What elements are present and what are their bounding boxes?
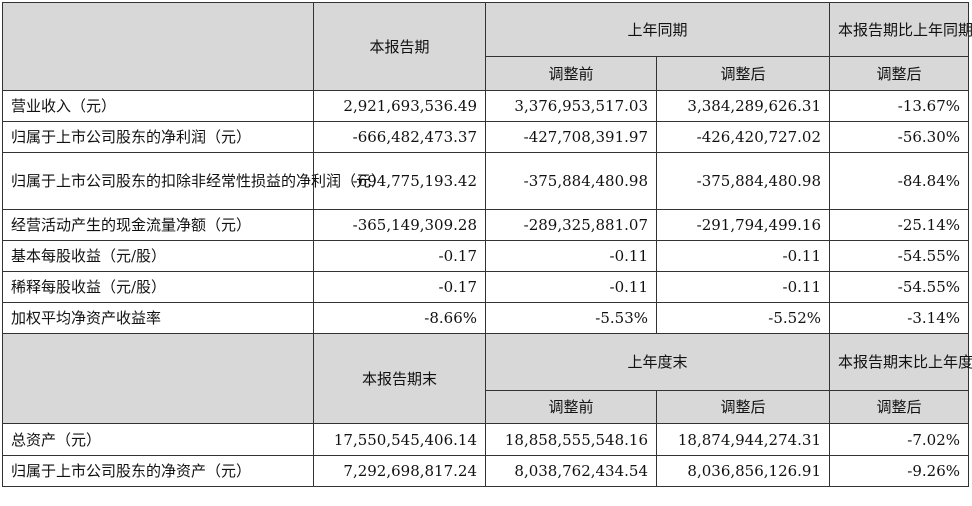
table-row: 总资产（元） 17,550,545,406.14 18,858,555,548.…: [2, 423, 970, 456]
cell-current: -0.17: [313, 271, 486, 303]
header-change-after-adjustment: 调整后: [829, 390, 970, 424]
cell-current: -694,775,193.42: [313, 152, 486, 210]
cell-before: -427,708,391.97: [485, 121, 657, 153]
cell-before: -289,325,881.07: [485, 209, 657, 241]
section1-header-row: 本报告期 上年同期 本报告期比上年同期增减: [2, 2, 972, 91]
table-row: 归属于上市公司股东的扣除非经常性损益的净利润（元） -694,775,193.4…: [2, 152, 970, 210]
header-prior-year-end: 上年度末: [484, 333, 831, 391]
header-current-period: 本报告期: [313, 2, 486, 91]
cell-before: -0.11: [485, 271, 657, 303]
table-row: 营业收入（元） 2,921,693,536.49 3,376,953,517.0…: [2, 90, 970, 122]
table-row: 归属于上市公司股东的净利润（元） -666,482,473.37 -427,70…: [2, 121, 970, 153]
header-before-adjustment: 调整前: [485, 390, 657, 424]
cell-change: -56.30%: [829, 121, 970, 153]
table-row: 基本每股收益（元/股） -0.17 -0.11 -0.11 -54.55%: [2, 240, 970, 272]
cell-current: -666,482,473.37: [313, 121, 486, 153]
cell-change: -54.55%: [829, 240, 970, 272]
cell-current: -8.66%: [313, 302, 486, 334]
header-current-period-end: 本报告期末: [313, 333, 486, 424]
table-row: 稀释每股收益（元/股） -0.17 -0.11 -0.11 -54.55%: [2, 271, 970, 303]
cell-after: 18,874,944,274.31: [655, 423, 831, 456]
cell-after: -375,884,480.98: [655, 152, 831, 210]
header-change: 本报告期比上年同期增减: [829, 2, 972, 57]
table-row: 经营活动产生的现金流量净额（元） -365,149,309.28 -289,32…: [2, 209, 970, 241]
cell-before: 3,376,953,517.03: [485, 90, 657, 122]
financial-summary-table: 本报告期 上年同期 本报告期比上年同期增减 调整前 调整后 调整后 营业收入（元…: [2, 2, 972, 487]
cell-current: 2,921,693,536.49: [313, 90, 486, 122]
header-before-adjustment: 调整前: [485, 56, 657, 91]
cell-after: 3,384,289,626.31: [655, 90, 831, 122]
cell-before: -5.53%: [485, 302, 657, 334]
row-label: 总资产（元）: [2, 423, 314, 456]
cell-after: -426,420,727.02: [655, 121, 831, 153]
header-blank-cell: [2, 2, 314, 91]
cell-before: 8,038,762,434.54: [485, 455, 657, 487]
header-after-adjustment: 调整后: [655, 56, 831, 91]
section2-subheader-row: 调整前 调整后 调整后: [3, 390, 970, 424]
table-row: 加权平均净资产收益率 -8.66% -5.53% -5.52% -3.14%: [2, 302, 970, 334]
row-label: 加权平均净资产收益率: [2, 302, 314, 334]
cell-change: -84.84%: [829, 152, 970, 210]
cell-after: -0.11: [655, 271, 831, 303]
row-label: 营业收入（元）: [2, 90, 314, 122]
table-row: 归属于上市公司股东的净资产（元） 7,292,698,817.24 8,038,…: [2, 455, 970, 487]
cell-after: 8,036,856,126.91: [655, 455, 831, 487]
section1-subheader-row: 调整前 调整后 调整后: [3, 56, 970, 91]
cell-change: -25.14%: [829, 209, 970, 241]
cell-before: -0.11: [485, 240, 657, 272]
cell-current: 17,550,545,406.14: [313, 423, 486, 456]
header-blank-cell: [2, 333, 314, 424]
cell-change: -13.67%: [829, 90, 970, 122]
header-after-adjustment: 调整后: [655, 390, 831, 424]
cell-change: -54.55%: [829, 271, 970, 303]
cell-current: -365,149,309.28: [313, 209, 486, 241]
header-prior-period: 上年同期: [484, 2, 831, 57]
cell-after: -291,794,499.16: [655, 209, 831, 241]
row-label: 经营活动产生的现金流量净额（元）: [2, 209, 314, 241]
cell-after: -0.11: [655, 240, 831, 272]
row-label: 归属于上市公司股东的扣除非经常性损益的净利润（元）: [2, 152, 386, 210]
cell-after: -5.52%: [655, 302, 831, 334]
header-change: 本报告期末比上年度末增减: [829, 333, 972, 391]
row-label: 归属于上市公司股东的净资产（元）: [2, 455, 314, 487]
row-label: 稀释每股收益（元/股）: [2, 271, 314, 303]
cell-change: -9.26%: [829, 455, 970, 487]
cell-before: 18,858,555,548.16: [485, 423, 657, 456]
cell-current: 7,292,698,817.24: [313, 455, 486, 487]
row-label: 基本每股收益（元/股）: [2, 240, 314, 272]
cell-current: -0.17: [313, 240, 486, 272]
cell-change: -7.02%: [829, 423, 970, 456]
header-change-after-adjustment: 调整后: [829, 56, 970, 91]
section2-header-row: 本报告期末 上年度末 本报告期末比上年度末增减: [2, 333, 972, 424]
row-label: 归属于上市公司股东的净利润（元）: [2, 121, 314, 153]
cell-before: -375,884,480.98: [485, 152, 657, 210]
cell-change: -3.14%: [829, 302, 970, 334]
